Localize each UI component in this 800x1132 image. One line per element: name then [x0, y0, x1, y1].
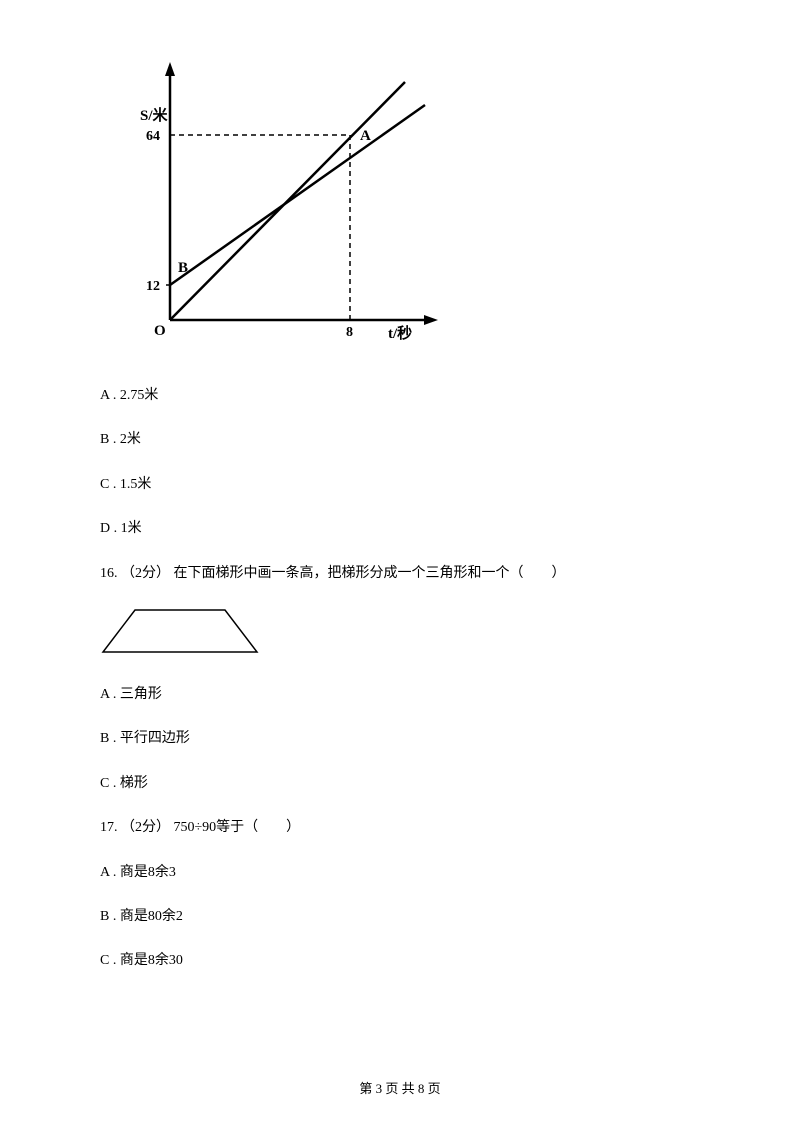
q15-option-c: C . 1.5米: [100, 474, 700, 496]
point-a-label: A: [360, 128, 371, 144]
trapezoid-svg: [100, 607, 260, 657]
q17-option-c: C . 商是8余30: [100, 950, 700, 972]
trapezoid-figure: [100, 607, 700, 662]
q17-option-a: A . 商是8余3: [100, 862, 700, 884]
y-axis-label: S/米: [140, 106, 169, 124]
q16-option-b: B . 平行四边形: [100, 728, 700, 750]
point-b-label: B: [178, 260, 188, 276]
q16-option-c: C . 梯形: [100, 773, 700, 795]
y-tick-12: 12: [146, 279, 160, 294]
y-tick-64: 64: [146, 129, 160, 144]
q15-option-d: D . 1米: [100, 518, 700, 540]
x-tick-8: 8: [346, 325, 353, 340]
chart-svg: S/米 64 12 A B O 8 t/秒: [110, 50, 450, 350]
q15-option-a: A . 2.75米: [100, 385, 700, 407]
page-footer: 第 3 页 共 8 页: [0, 1078, 800, 1097]
q16-option-a: A . 三角形: [100, 684, 700, 706]
q17-text: 17. （2分） 750÷90等于（ ）: [100, 817, 700, 839]
q16-text: 16. （2分） 在下面梯形中画一条高，把梯形分成一个三角形和一个（ ）: [100, 563, 700, 585]
q15-option-b: B . 2米: [100, 429, 700, 451]
origin-label: O: [154, 323, 166, 339]
q17-option-b: B . 商是80余2: [100, 906, 700, 928]
chart-figure: S/米 64 12 A B O 8 t/秒: [110, 50, 700, 355]
x-axis-label: t/秒: [388, 324, 412, 342]
